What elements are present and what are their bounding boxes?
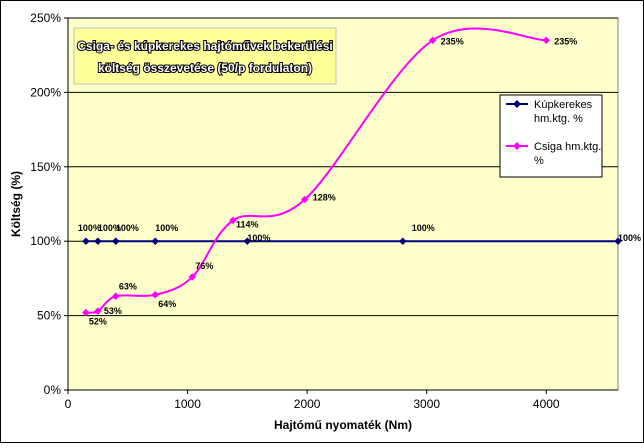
chart-title-box: Csiga- és kúpkerekes hajtóművek bekerülé…: [73, 27, 337, 85]
x-tick-label: 1000: [174, 397, 201, 411]
y-axis-title: Költség (%): [9, 171, 23, 237]
legend-label-kupkerekes-line-1: Kúpkerekes: [534, 99, 593, 111]
x-tick-label: 2000: [294, 397, 321, 411]
data-label-csiga: 76%: [195, 261, 213, 271]
data-point-csiga: [300, 195, 309, 204]
x-tick-label: 4000: [533, 397, 560, 411]
data-point-csiga: [82, 308, 90, 317]
x-tick-label: 0: [65, 397, 72, 411]
legend-label-csiga-line-1: Csiga hm.ktg.: [534, 141, 601, 153]
series-line-csiga: [85, 27, 547, 314]
data-label-kupkerekes: 100%: [155, 223, 178, 233]
data-point-csiga: [94, 307, 102, 315]
data-label-kupkerekes: 100%: [78, 223, 101, 233]
data-label-csiga: 52%: [89, 317, 107, 327]
data-point-kupkerekes: [398, 237, 407, 246]
series: [82, 27, 622, 317]
data-label-csiga: 128%: [313, 193, 336, 203]
legend-box: [499, 94, 603, 178]
x-axis-title: Hajtómű nyomaték (Nm): [274, 418, 412, 432]
y-tick-label: 150%: [30, 160, 61, 174]
legend-marker-csiga: [513, 142, 521, 150]
data-point-csiga: [542, 36, 551, 45]
y-tick-label: 0%: [44, 383, 62, 397]
axes: [67, 18, 618, 391]
y-tick-label: 250%: [30, 11, 61, 25]
data-label-csiga: 64%: [158, 299, 176, 309]
data-label-kupkerekes: 100%: [247, 233, 270, 243]
data-point-csiga: [151, 290, 160, 299]
data-label-csiga: 235%: [441, 36, 464, 46]
legend-label-kupkerekes-line-2: hm.ktg. %: [534, 113, 583, 125]
x-tick-label: 3000: [413, 397, 440, 411]
data-point-kupkerekes: [82, 237, 90, 246]
legend: Kúpkerekes hm.ktg. % Csiga hm.ktg. %: [499, 94, 603, 178]
data-point-csiga: [229, 216, 237, 225]
y-tick-label: 50%: [37, 309, 61, 323]
data-label-csiga: 53%: [104, 306, 122, 316]
data-label-csiga: 235%: [554, 36, 577, 46]
data-point-csiga: [428, 36, 437, 45]
data-point-kupkerekes: [111, 237, 120, 246]
data-label-kupkerekes: 100%: [412, 223, 435, 233]
data-point-csiga: [111, 292, 120, 301]
data-label-kupkerekes: 100%: [618, 233, 641, 243]
legend-label-csiga-line-2: %: [534, 155, 544, 167]
y-tick-label: 200%: [30, 85, 61, 99]
data-labels: 100%100%100% 100%100%100%100%52%53%63%64%…: [78, 36, 641, 326]
x-axis-ticks: 0 1000 2000 3000 4000: [65, 390, 560, 411]
data-label-csiga: 63%: [119, 281, 137, 291]
data-point-kupkerekes: [94, 237, 102, 246]
y-axis-ticks: 0% 50% 100% 150% 200% 250%: [30, 11, 68, 397]
data-point-kupkerekes: [151, 237, 160, 246]
data-point-csiga: [188, 273, 197, 281]
chart-title-line-2: költség összevetése (50/p fordulaton): [98, 61, 312, 75]
chart-title-line-1: Csiga- és kúpkerekes hajtóművek bekerülé…: [77, 39, 332, 53]
data-point-kupkerekes: [614, 237, 622, 246]
data-point-kupkerekes: [243, 237, 252, 246]
data-label-csiga: 114%: [236, 219, 259, 229]
y-tick-label: 100%: [30, 234, 61, 248]
legend-marker-kupkerekes: [513, 100, 521, 108]
data-label-kupkerekes: 100%: [98, 223, 121, 233]
data-label-kupkerekes: 100%: [116, 223, 139, 233]
